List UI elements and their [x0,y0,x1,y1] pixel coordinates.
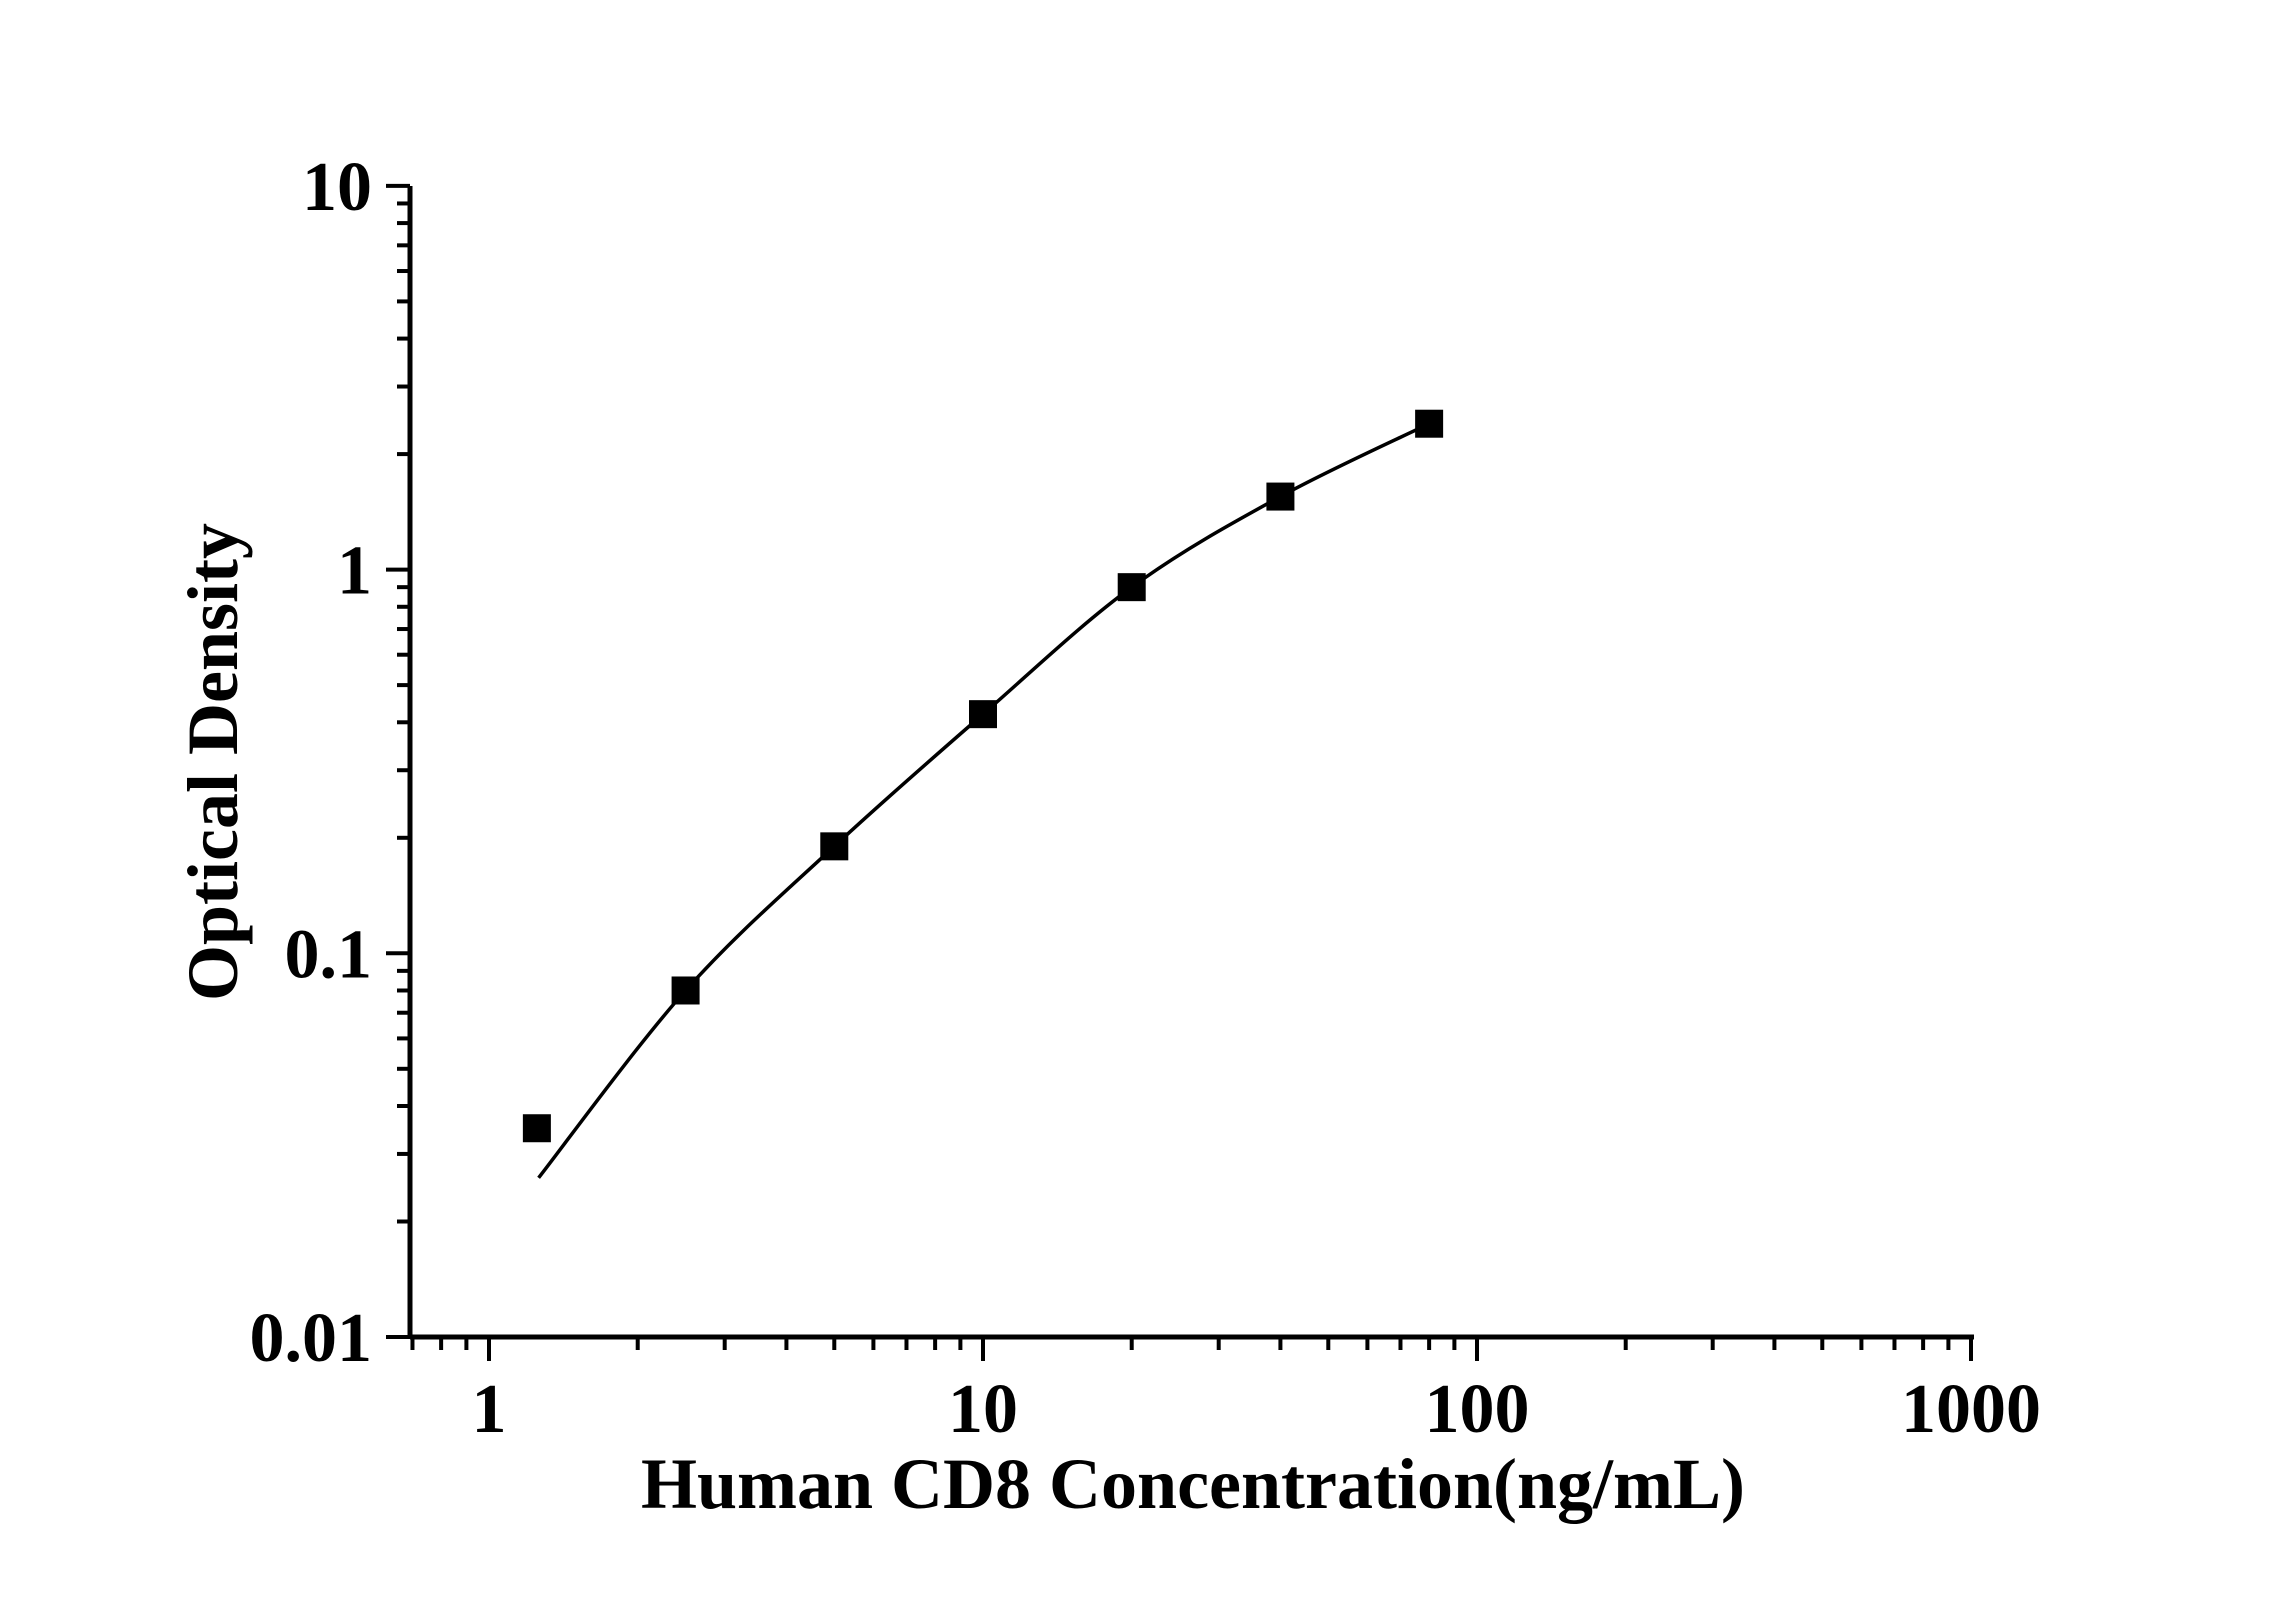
x-tick-label: 1000 [1901,1371,2041,1448]
y-tick-label: 0.1 [285,916,373,993]
x-tick-label: 1 [472,1371,507,1448]
data-point-marker [1415,409,1444,438]
x-tick-label: 10 [948,1371,1018,1448]
y-axis-ticks [386,183,410,1339]
data-point-marker [1117,573,1146,602]
data-point-marker [1266,482,1295,511]
x-axis-ticks [410,1337,1973,1361]
x-axis-title: Human CD8 Concentration(ng/mL) [641,1444,1745,1524]
y-tick-label: 10 [302,149,372,226]
data-point-marker [671,976,700,1005]
y-tick-label: 1 [337,533,372,610]
data-point-marker [522,1114,551,1143]
data-point-markers [522,409,1444,1143]
y-tick-label: 0.01 [250,1300,373,1377]
x-tick-label: 100 [1425,1371,1530,1448]
y-tick-labels: 0.01 0.1 1 10 [250,149,373,1377]
data-point-marker [969,700,997,729]
y-axis-title: Optical Density [173,523,253,1001]
x-tick-labels: 1 10 100 1000 [472,1371,2042,1448]
data-point-marker [820,832,849,861]
